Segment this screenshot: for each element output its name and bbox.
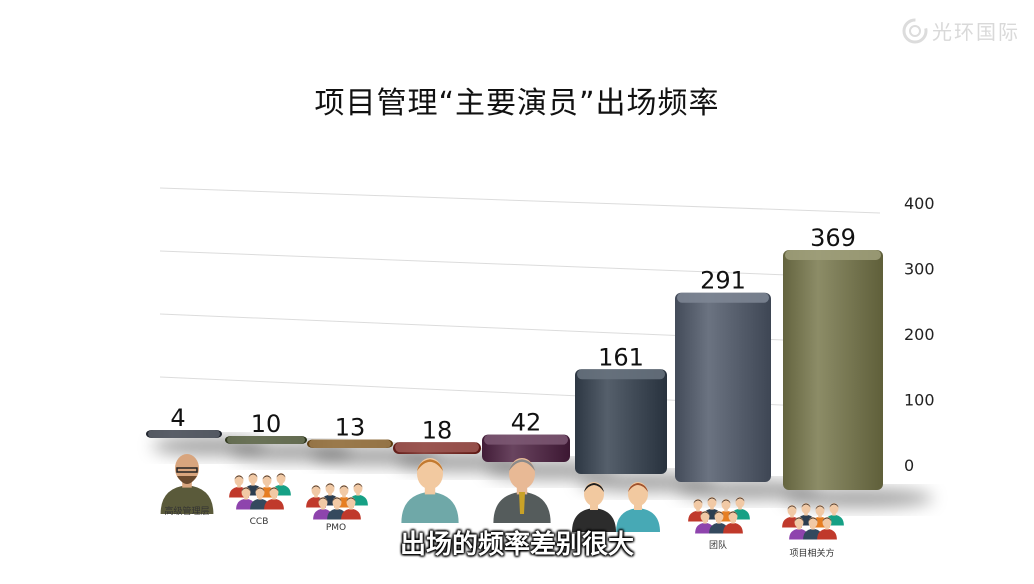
bar-shadow <box>783 488 933 508</box>
bar <box>675 292 771 482</box>
gridline <box>159 250 881 279</box>
bald-man-icon <box>160 454 214 514</box>
group-icon <box>229 473 291 510</box>
bar-top <box>785 250 881 260</box>
person-icon <box>572 482 616 532</box>
bar-top <box>577 369 665 380</box>
businessman-icon <box>493 458 551 523</box>
person-icon <box>723 511 743 534</box>
value-label: 10 <box>251 410 282 438</box>
group-icon <box>306 483 368 520</box>
bar-top <box>395 442 479 453</box>
category-label: 团队 <box>709 539 727 551</box>
value-labels: 4 10 13 18 42 161 291 369 <box>170 224 856 444</box>
chart-title: 项目管理“主要演员”出场频率 <box>314 86 720 121</box>
value-label: 369 <box>810 224 856 252</box>
category-label: PMO <box>326 523 346 533</box>
person-icon <box>313 497 333 520</box>
category-label: CCB <box>250 517 269 527</box>
category-icons <box>160 454 844 540</box>
value-label: 42 <box>511 409 542 437</box>
gridline <box>159 376 881 410</box>
y-tick-label: 200 <box>904 325 935 344</box>
bar-top <box>677 292 769 303</box>
brand-logo: 光环国际 <box>898 14 1028 50</box>
category-label: 项目相关方 <box>789 547 834 559</box>
bar-top <box>309 439 391 448</box>
person-icon <box>341 497 361 520</box>
group-icon <box>688 497 750 534</box>
gridline <box>159 187 881 214</box>
person-icon <box>730 497 750 520</box>
value-label: 13 <box>335 414 366 442</box>
group-icon <box>782 503 844 540</box>
bar <box>783 250 883 490</box>
person-icon <box>264 487 284 510</box>
bars <box>146 250 883 490</box>
value-label: 161 <box>598 343 644 371</box>
bar <box>575 369 667 474</box>
bar-top <box>148 430 220 438</box>
person-icon <box>817 517 837 540</box>
logo-icon <box>902 18 928 44</box>
value-label: 291 <box>700 267 746 295</box>
gridlines <box>159 187 881 410</box>
bar-top <box>484 434 568 445</box>
value-label: 18 <box>422 416 453 444</box>
y-tick-label: 300 <box>904 260 935 279</box>
y-tick-label: 100 <box>904 391 935 410</box>
y-axis-ticks: 0 100 200 300 400 <box>904 194 935 475</box>
y-tick-label: 0 <box>904 456 914 475</box>
bar-top <box>227 436 305 444</box>
gridline <box>159 313 881 345</box>
value-label: 4 <box>170 404 185 432</box>
video-subtitle: 出场的频率差别很大 <box>399 530 634 560</box>
man-icon <box>401 458 459 523</box>
person-icon <box>616 482 660 532</box>
logo-text: 光环国际 <box>932 20 1020 44</box>
y-tick-label: 400 <box>904 194 935 213</box>
category-label: 高级管理层 <box>164 505 209 517</box>
man-woman-icon <box>572 482 660 532</box>
